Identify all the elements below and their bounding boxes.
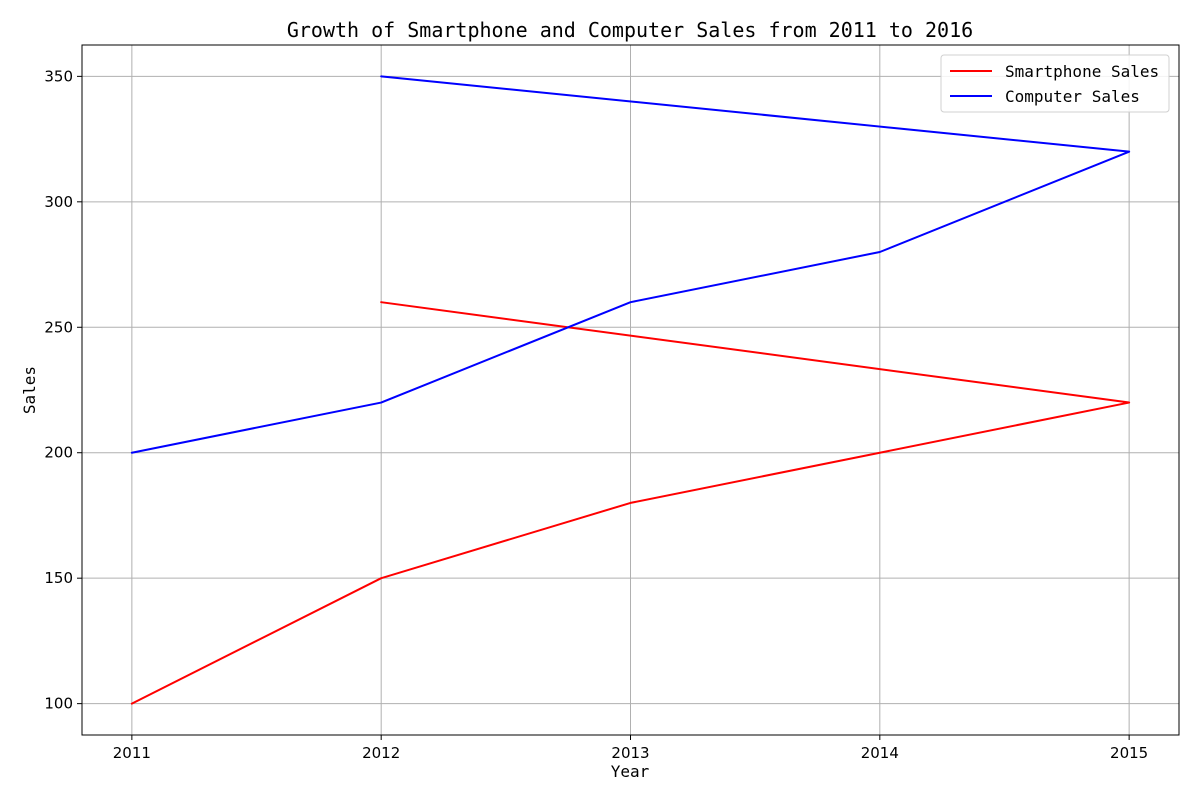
chart-title: Growth of Smartphone and Computer Sales … [287,18,973,42]
legend-label: Smartphone Sales [1005,62,1159,81]
y-tick-label: 300 [44,193,73,211]
x-tick-label: 2014 [861,744,899,762]
axis-ticks: 2011 2012 2013 2014 2015 100 150 200 250 300 350 [44,67,1148,762]
series-lines [130,75,1131,705]
y-tick-label: 200 [44,444,73,462]
y-tick-label: 250 [44,318,73,336]
y-axis-label: Sales [20,366,39,414]
y-tick-label: 100 [44,695,73,713]
x-tick-label: 2012 [362,744,400,762]
x-tick-label: 2013 [611,744,649,762]
y-tick-label: 350 [44,67,73,85]
series-line-0 [130,301,1131,705]
y-tick-label: 150 [44,569,73,587]
legend-label: Computer Sales [1005,87,1140,106]
legend-box [940,54,1170,113]
legend: Smartphone Sales Computer Sales [940,54,1170,113]
x-tick-label: 2015 [1110,744,1148,762]
x-tick-label: 2011 [113,744,151,762]
grid [82,45,1179,735]
series-line-1 [130,75,1131,454]
x-axis-label: Year [611,762,650,781]
